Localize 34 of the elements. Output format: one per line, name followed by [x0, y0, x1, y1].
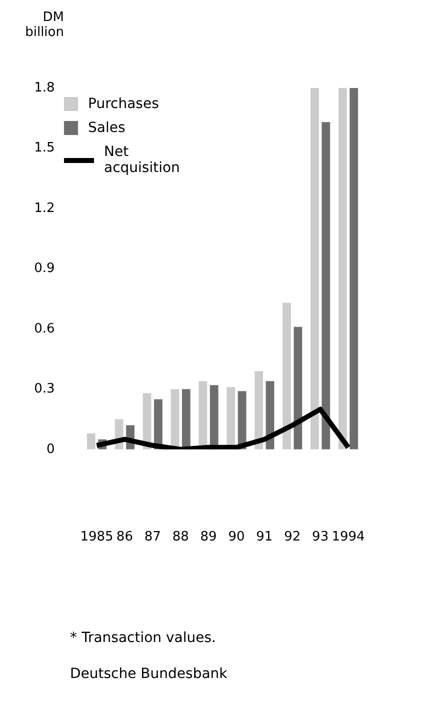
bar	[254, 371, 264, 450]
y-axis-title: DM billion	[24, 10, 64, 40]
y-tick-label: 0.9	[34, 261, 55, 276]
bar	[238, 391, 246, 450]
x-tick-label: 91	[256, 530, 273, 545]
x-tick-label: 89	[200, 530, 217, 545]
y-tick-label: 0.6	[34, 321, 55, 336]
legend-label: Purchases	[88, 96, 160, 112]
bar	[338, 88, 347, 450]
y-tick-label: 0	[46, 442, 55, 457]
bar	[294, 326, 302, 450]
text: * Transaction values.	[70, 630, 217, 646]
x-tick-label: 92	[284, 530, 301, 545]
legend-label: Sales	[88, 120, 126, 136]
x-tick-label: 1994	[332, 530, 365, 545]
legend-label: Net acquisition	[104, 144, 181, 176]
y-tick-label: 1.8	[34, 80, 55, 96]
text: Deutsche Bundesbank	[70, 666, 228, 682]
y-tick-label: 1.5	[34, 140, 55, 156]
x-tick-label: 93	[312, 530, 329, 545]
y-tick-label: 0.3	[34, 382, 55, 397]
bar	[170, 389, 180, 450]
bar	[182, 389, 190, 450]
y-tick-label: 1.2	[34, 200, 55, 216]
x-tick-label: 87	[144, 530, 161, 545]
bar	[350, 88, 358, 450]
x-tick-label: 86	[116, 530, 133, 545]
bar	[310, 88, 319, 450]
bar	[86, 433, 96, 450]
x-tick-label: 88	[172, 530, 189, 545]
bar	[322, 122, 330, 450]
bar	[282, 302, 291, 450]
x-tick-label: 90	[228, 530, 245, 545]
x-tick-label: 1985	[80, 530, 114, 545]
